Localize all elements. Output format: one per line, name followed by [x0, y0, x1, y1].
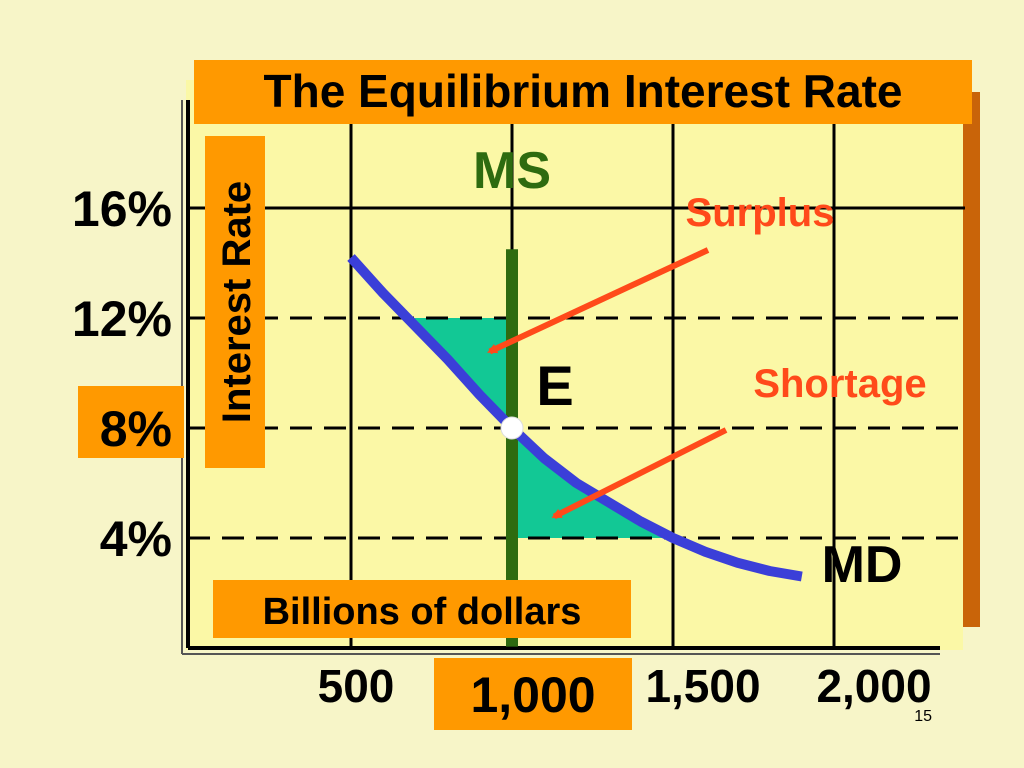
annotation-shortage: Shortage	[753, 362, 926, 406]
equilibrium-point	[500, 416, 524, 440]
axes	[181, 100, 940, 655]
y-tick-label: 16%	[72, 181, 172, 237]
y-tick-label: 12%	[72, 291, 172, 347]
x-tick-label: 2,000	[816, 660, 931, 712]
y-tick-highlight-box	[78, 386, 184, 458]
x-label-box	[213, 580, 631, 638]
series-name-ms: MS	[473, 142, 551, 200]
tick-labels: 4% 8% 12% 16% 500 1,000 1,500 2,000	[72, 181, 932, 730]
annotation-surplus: Surplus	[686, 191, 835, 235]
labels: The Equilibrium Interest Rate Interest Ra…	[194, 60, 972, 638]
x-tick-label: 500	[318, 660, 395, 712]
x-tick-highlight-box	[434, 658, 632, 730]
series-name-md: MD	[822, 536, 903, 594]
x-axis-label: Billions of dollars	[263, 591, 582, 633]
series-md-line	[347, 254, 803, 582]
y-tick-label: 4%	[100, 511, 172, 567]
y-axis-label: Interest Rate	[215, 181, 259, 423]
equilibrium-label: E	[536, 354, 573, 417]
x-tick-label: 1,500	[645, 660, 760, 712]
chart-title: The Equilibrium Interest Rate	[264, 65, 903, 117]
x-tick-label: 1,000	[470, 667, 595, 723]
y-label-box	[205, 136, 265, 468]
grid-lines	[188, 124, 965, 648]
annotation-arrow-shortage	[551, 427, 728, 520]
slide-number: 15	[914, 708, 932, 725]
annotation-arrow-surplus	[487, 247, 710, 355]
title-box	[194, 60, 972, 124]
y-tick-label: 8%	[100, 401, 172, 457]
